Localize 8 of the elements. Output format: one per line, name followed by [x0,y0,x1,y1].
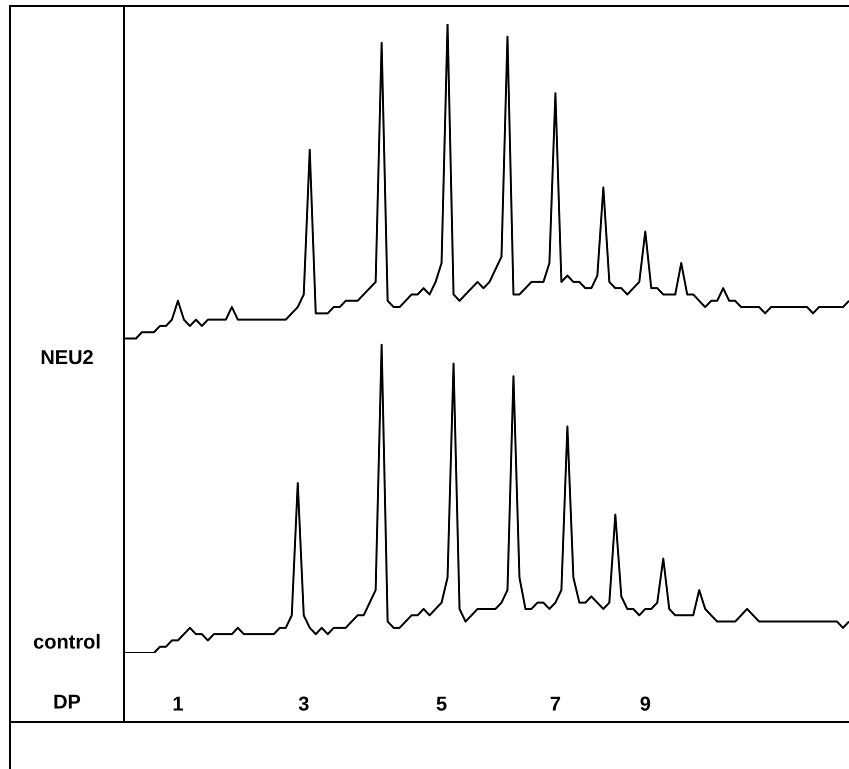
x-tick-label: 1 [172,694,184,716]
x-tick-label: 3 [298,694,310,716]
x-tick-label: 9 [640,694,651,716]
series-label: control [33,632,101,654]
x-tick-label: 7 [550,694,561,716]
x-tick-label: 5 [436,694,448,716]
series-label: NEU2 [40,347,94,370]
x-axis-title: DP [53,692,81,714]
